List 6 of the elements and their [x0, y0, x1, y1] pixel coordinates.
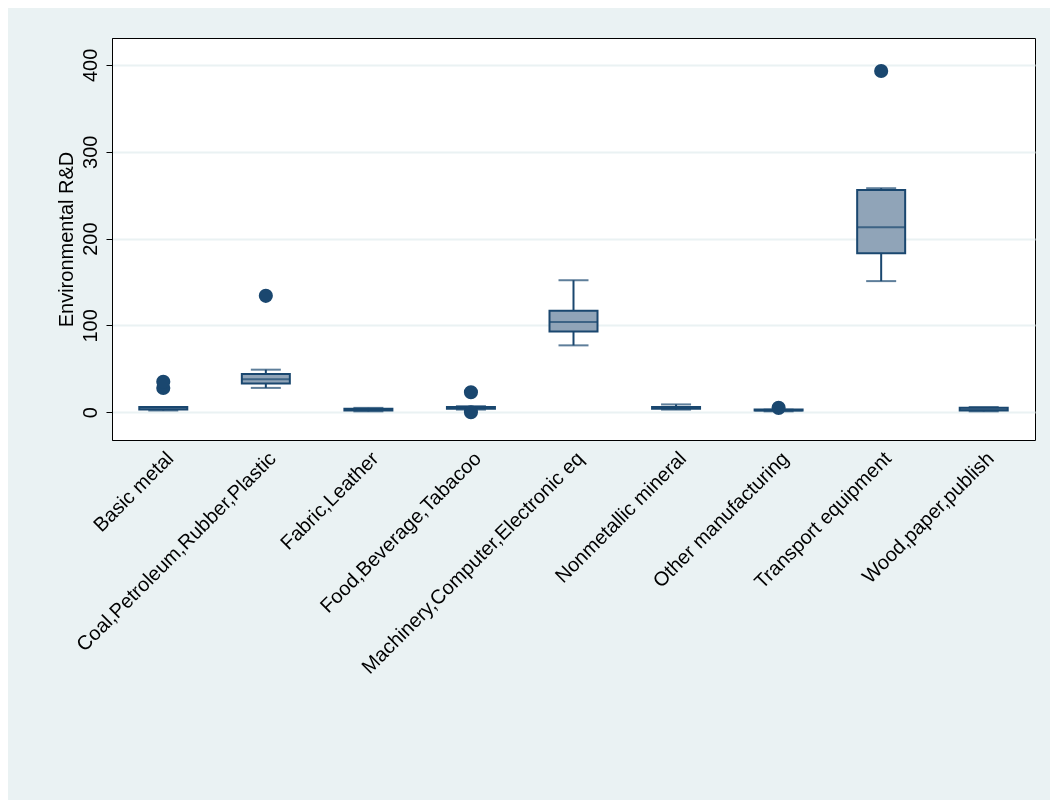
y-tick-label: 0	[78, 407, 101, 419]
y-tick-label: 400	[78, 48, 101, 83]
y-tick-label: 200	[78, 222, 101, 256]
y-axis-title: Environmental R&D	[54, 151, 77, 328]
y-tick-label: 300	[78, 135, 101, 169]
y-tick-label: 100	[78, 309, 101, 343]
